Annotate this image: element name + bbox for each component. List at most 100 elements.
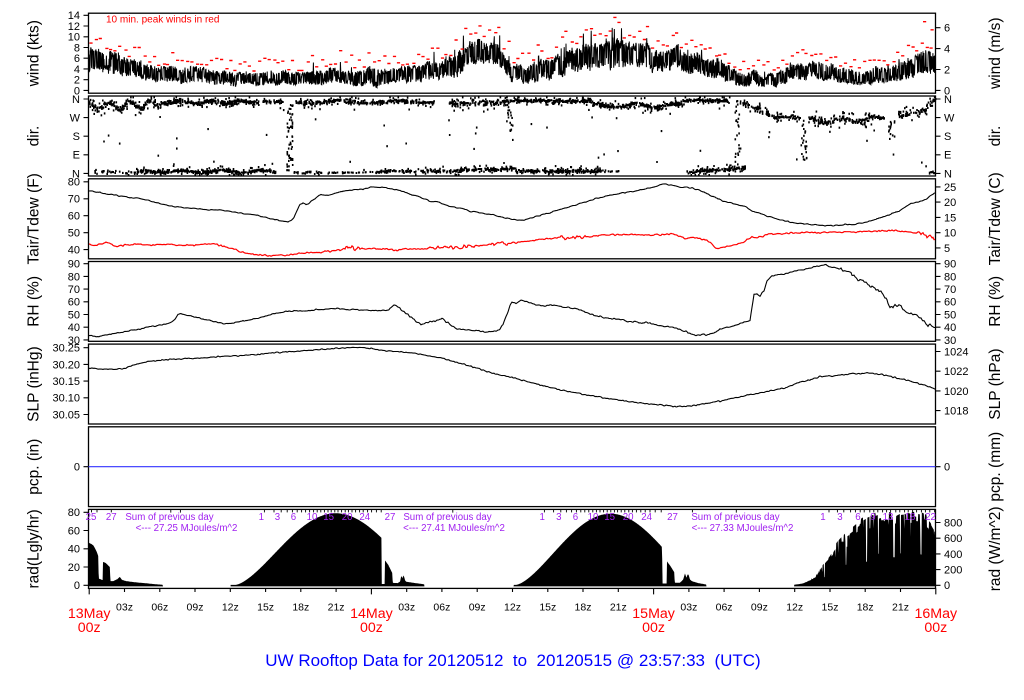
svg-text:3: 3 bbox=[837, 512, 842, 523]
svg-text:60: 60 bbox=[944, 297, 956, 309]
svg-text:16May: 16May bbox=[915, 606, 958, 622]
svg-text:15: 15 bbox=[944, 212, 956, 224]
svg-text:N: N bbox=[72, 168, 80, 180]
svg-text:6: 6 bbox=[74, 53, 80, 65]
svg-text:60: 60 bbox=[68, 525, 80, 537]
svg-text:12: 12 bbox=[68, 21, 80, 33]
svg-text:UW Rooftop Data for 20120512: UW Rooftop Data for 20120512 to 20120515… bbox=[265, 651, 760, 670]
svg-text:6: 6 bbox=[291, 512, 296, 523]
svg-text:E: E bbox=[73, 150, 80, 162]
svg-text:0: 0 bbox=[74, 85, 80, 97]
svg-text:0: 0 bbox=[944, 462, 950, 474]
svg-text:rad(Lgly/hr): rad(Lgly/hr) bbox=[26, 509, 43, 588]
svg-text:90: 90 bbox=[944, 259, 956, 271]
svg-text:09z: 09z bbox=[469, 602, 486, 614]
svg-text:3: 3 bbox=[275, 512, 280, 523]
svg-text:3: 3 bbox=[556, 512, 561, 523]
svg-text:rad (W/m^2): rad (W/m^2) bbox=[987, 507, 1004, 592]
svg-text:S: S bbox=[944, 131, 951, 143]
svg-text:70: 70 bbox=[68, 284, 80, 296]
svg-text:Tair/Tdew (C): Tair/Tdew (C) bbox=[987, 172, 1004, 265]
svg-text:1020: 1020 bbox=[944, 386, 968, 398]
svg-text:pcp. (in): pcp. (in) bbox=[26, 439, 43, 495]
svg-text:30: 30 bbox=[68, 335, 80, 347]
svg-text:1018: 1018 bbox=[944, 406, 968, 418]
svg-text:50: 50 bbox=[68, 228, 80, 240]
svg-text:18z: 18z bbox=[857, 602, 874, 614]
svg-text:50: 50 bbox=[68, 309, 80, 321]
svg-text:06z: 06z bbox=[433, 602, 450, 614]
svg-text:Sum of previous day: Sum of previous day bbox=[691, 512, 779, 523]
svg-text:90: 90 bbox=[68, 259, 80, 271]
svg-text:W: W bbox=[944, 113, 955, 125]
svg-text:pcp. (mm): pcp. (mm) bbox=[987, 432, 1004, 502]
svg-text:<--- 27.25 MJoules/m^2: <--- 27.25 MJoules/m^2 bbox=[136, 523, 238, 534]
svg-text:2: 2 bbox=[74, 75, 80, 87]
svg-text:00z: 00z bbox=[78, 620, 101, 636]
svg-text:06z: 06z bbox=[716, 602, 733, 614]
svg-text:2: 2 bbox=[944, 64, 950, 76]
svg-text:22: 22 bbox=[925, 512, 936, 523]
svg-text:dir.: dir. bbox=[26, 126, 43, 147]
svg-text:14May: 14May bbox=[350, 606, 393, 622]
svg-text:10: 10 bbox=[307, 512, 318, 523]
svg-text:18z: 18z bbox=[575, 602, 592, 614]
svg-text:40: 40 bbox=[68, 544, 80, 556]
svg-text:40: 40 bbox=[68, 322, 80, 334]
svg-text:10: 10 bbox=[944, 228, 956, 240]
svg-text:80: 80 bbox=[944, 271, 956, 283]
svg-text:03z: 03z bbox=[680, 602, 697, 614]
svg-text:30.20: 30.20 bbox=[52, 359, 80, 371]
svg-text:27: 27 bbox=[385, 512, 396, 523]
svg-text:SLP (inHg): SLP (inHg) bbox=[26, 346, 43, 422]
svg-text:24: 24 bbox=[359, 512, 370, 523]
svg-text:9: 9 bbox=[870, 512, 875, 523]
svg-text:0: 0 bbox=[944, 580, 950, 592]
svg-text:N: N bbox=[944, 168, 952, 180]
svg-text:6: 6 bbox=[573, 512, 578, 523]
svg-text:<--- 27.33 MJoules/m^2: <--- 27.33 MJoules/m^2 bbox=[692, 523, 794, 534]
svg-text:SLP (hPa): SLP (hPa) bbox=[987, 348, 1004, 419]
svg-text:14: 14 bbox=[68, 10, 80, 22]
svg-text:wind (kts): wind (kts) bbox=[26, 20, 43, 87]
svg-text:20: 20 bbox=[623, 512, 634, 523]
svg-text:06z: 06z bbox=[151, 602, 168, 614]
svg-text:8: 8 bbox=[74, 42, 80, 54]
svg-text:30.05: 30.05 bbox=[52, 409, 80, 421]
svg-text:15z: 15z bbox=[539, 602, 556, 614]
svg-text:1024: 1024 bbox=[944, 346, 968, 358]
svg-text:Sum of previous day: Sum of previous day bbox=[125, 512, 213, 523]
svg-text:25: 25 bbox=[944, 182, 956, 194]
svg-text:10: 10 bbox=[588, 512, 599, 523]
svg-text:N: N bbox=[944, 94, 952, 106]
svg-text:RH (%): RH (%) bbox=[987, 276, 1004, 327]
svg-text:5: 5 bbox=[944, 243, 950, 255]
svg-text:03z: 03z bbox=[398, 602, 415, 614]
svg-text:25: 25 bbox=[86, 512, 97, 523]
svg-text:00z: 00z bbox=[360, 620, 383, 636]
svg-text:30.25: 30.25 bbox=[52, 343, 80, 355]
svg-text:S: S bbox=[73, 131, 80, 143]
svg-text:1: 1 bbox=[259, 512, 264, 523]
svg-text:09z: 09z bbox=[187, 602, 204, 614]
svg-text:18z: 18z bbox=[292, 602, 309, 614]
svg-text:400: 400 bbox=[944, 549, 962, 561]
svg-text:N: N bbox=[72, 94, 80, 106]
svg-text:15: 15 bbox=[323, 512, 334, 523]
svg-text:12z: 12z bbox=[222, 602, 239, 614]
svg-text:60: 60 bbox=[68, 297, 80, 309]
svg-text:1: 1 bbox=[820, 512, 825, 523]
svg-text:15z: 15z bbox=[822, 602, 839, 614]
svg-text:10 min. peak winds in red: 10 min. peak winds in red bbox=[106, 14, 219, 25]
svg-text:70: 70 bbox=[944, 284, 956, 296]
svg-text:30: 30 bbox=[944, 335, 956, 347]
svg-text:wind (m/s): wind (m/s) bbox=[987, 17, 1004, 89]
svg-text:dir.: dir. bbox=[987, 126, 1004, 147]
svg-text:21z: 21z bbox=[892, 602, 909, 614]
svg-text:800: 800 bbox=[944, 517, 962, 529]
svg-text:03z: 03z bbox=[116, 602, 133, 614]
svg-text:<--- 27.41 MJoules/m^2: <--- 27.41 MJoules/m^2 bbox=[403, 523, 505, 534]
svg-text:200: 200 bbox=[944, 565, 962, 577]
svg-text:18: 18 bbox=[905, 512, 916, 523]
svg-text:60: 60 bbox=[68, 211, 80, 223]
